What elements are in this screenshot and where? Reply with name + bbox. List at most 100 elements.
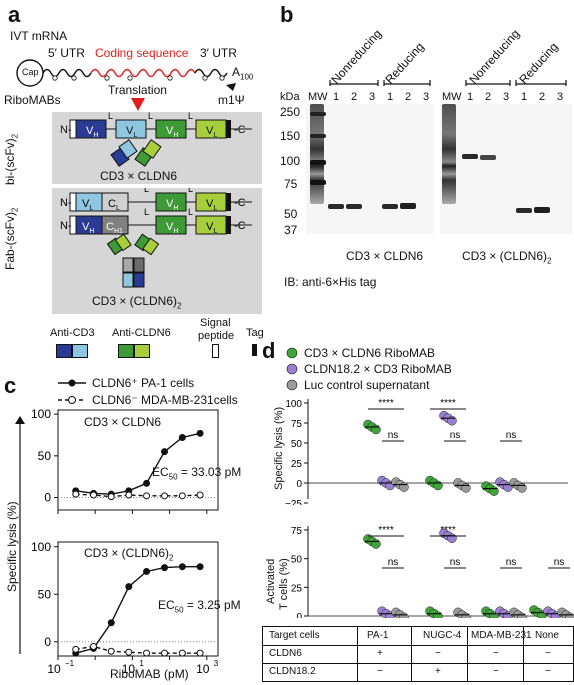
y-tick-label: −25 (285, 499, 302, 505)
y-tick-label: 50 (291, 555, 303, 566)
cap-label: Cap (22, 67, 39, 77)
point-mda (72, 490, 80, 498)
c-xlabel: RiboMAB (pM) (110, 667, 189, 681)
construct1-label: CD3 × CLDN6 (100, 169, 178, 183)
lane-right-6: 3 (557, 91, 564, 103)
sig-label: ns (554, 557, 565, 568)
d-table-r0c3: − (493, 648, 499, 659)
vl-cd3 (115, 119, 147, 139)
band-left-5 (400, 203, 416, 209)
point-mda (107, 493, 115, 501)
band-right-5 (534, 207, 550, 213)
svg-text:L: L (144, 188, 149, 194)
legend-cldn6-swatch-dark (118, 344, 134, 358)
d-table: Target cells PA-1 NUGC-4 MDA-MB-231 None… (262, 626, 574, 682)
lane-left-5: 2 (405, 91, 412, 103)
point-mda (196, 491, 204, 499)
dot-2-1 (461, 483, 471, 493)
svg-text:L: L (188, 207, 193, 217)
marker-250: 250 (280, 105, 301, 119)
d-table-r1c2: + (435, 666, 441, 677)
mw-ladder-left (310, 104, 324, 204)
panel-label-a: a (8, 2, 21, 27)
point-pa1 (196, 563, 204, 571)
point-pa1 (125, 583, 133, 591)
point-mda (125, 648, 133, 656)
c-yaxis-arrow (15, 416, 25, 654)
d-table-row-cldn182: CLDN18.2 − + − − (263, 663, 573, 681)
point-mda (89, 491, 97, 499)
y-tick-label: 0 (44, 491, 51, 505)
d-table-header-row: Target cells PA-1 NUGC-4 MDA-MB-231 None (263, 627, 573, 646)
y-tick-label: 50 (38, 449, 52, 463)
lane-left-6: 3 (423, 91, 430, 103)
sig-label: ns (388, 430, 399, 441)
point-pa1 (196, 429, 204, 437)
d-table-r1c0: CLDN18.2 (269, 666, 316, 677)
sig-label: **** (440, 398, 456, 409)
d-table-h3: MDA-MB-231 (471, 630, 532, 641)
legend-anti-cd3: Anti-CD3 (50, 327, 95, 339)
point-pa1 (143, 567, 151, 575)
lane-left-1: 1 (333, 91, 340, 103)
legend-cd3-swatch-dark (56, 344, 72, 358)
lane-right-4: 1 (521, 91, 528, 103)
c-bottom-ec50: EC50 = 3.25 pM (158, 598, 241, 615)
translation-arrow-icon (131, 98, 145, 111)
lane-left-4: 1 (387, 91, 394, 103)
m1psi-markers (52, 75, 225, 81)
point-mda (178, 492, 186, 500)
y-tick-label: 100 (285, 399, 302, 410)
lane-right-3: 3 (503, 91, 510, 103)
legend-tag: Tag (246, 327, 264, 339)
x-tick-label: 10 (196, 662, 210, 676)
legend-tag-swatch (252, 344, 257, 356)
c-top-title: CD3 × CLDN6 (84, 415, 162, 429)
legend-anti-cldn6: Anti-CLDN6 (112, 327, 171, 339)
marker-75: 75 (284, 177, 298, 191)
d-legend-luc: Luc control supernatant (304, 378, 430, 392)
y-tick-label: 25 (291, 583, 303, 594)
band-left-1 (328, 204, 344, 209)
y-tick-label: 0 (44, 635, 51, 649)
translation-label: Translation (108, 83, 167, 97)
sig-label: ns (506, 557, 517, 568)
band-left-4 (382, 204, 398, 209)
utr3-label: 3′ UTR (200, 46, 237, 60)
fab-scfv-folded (106, 233, 160, 288)
panel-a: IVT mRNA 5′ UTR Coding sequence 3′ UTR C… (0, 0, 272, 370)
y-tick-label: 0 (296, 479, 302, 490)
polyA-label: A100 (232, 65, 254, 82)
lane-left-2: 2 (351, 91, 358, 103)
m1psi-arrow (226, 83, 236, 91)
c-top-chart: 100 50 0 (31, 407, 219, 514)
tag (226, 120, 231, 138)
panel-c: CLDN6⁺ PA-1 cells CLDN6⁻ MDA-MB-231cells… (0, 370, 262, 685)
linker-1: L (108, 112, 113, 121)
band-right-1 (462, 154, 478, 159)
d-table-r0c4: − (545, 648, 551, 659)
svg-text:N-: N- (60, 197, 72, 209)
point-mda (178, 649, 186, 657)
d-table-r1c3: − (493, 666, 499, 677)
d-bottom-ylabel-1: Activated (265, 558, 277, 604)
legend-signal: Signal (200, 317, 231, 329)
d-table-row-cldn6: CLDN6 + − − − (263, 645, 573, 664)
x-tick-label: 10 (122, 662, 136, 676)
d-table-divider-4 (523, 627, 524, 681)
bi-vl1-text: VL (126, 125, 137, 139)
point-pa1 (107, 619, 115, 627)
m1psi-label: m1Ψ (218, 93, 245, 107)
y-tick-label: 100 (31, 540, 51, 554)
curve-pa1 (75, 432, 201, 495)
svg-text:VL: VL (206, 198, 217, 212)
dot-2-0 (399, 482, 409, 492)
d-table-divider-3 (467, 627, 468, 681)
dot-2-2 (517, 483, 527, 493)
c-bottom-title: CD3 × (CLDN6)2 (84, 546, 174, 563)
d-table-h0: Target cells (269, 630, 320, 641)
dot-0-0 (371, 424, 381, 435)
blot-left (306, 104, 434, 234)
y-tick-label: 100 (31, 407, 51, 421)
d-table-r1c4: − (545, 666, 551, 677)
